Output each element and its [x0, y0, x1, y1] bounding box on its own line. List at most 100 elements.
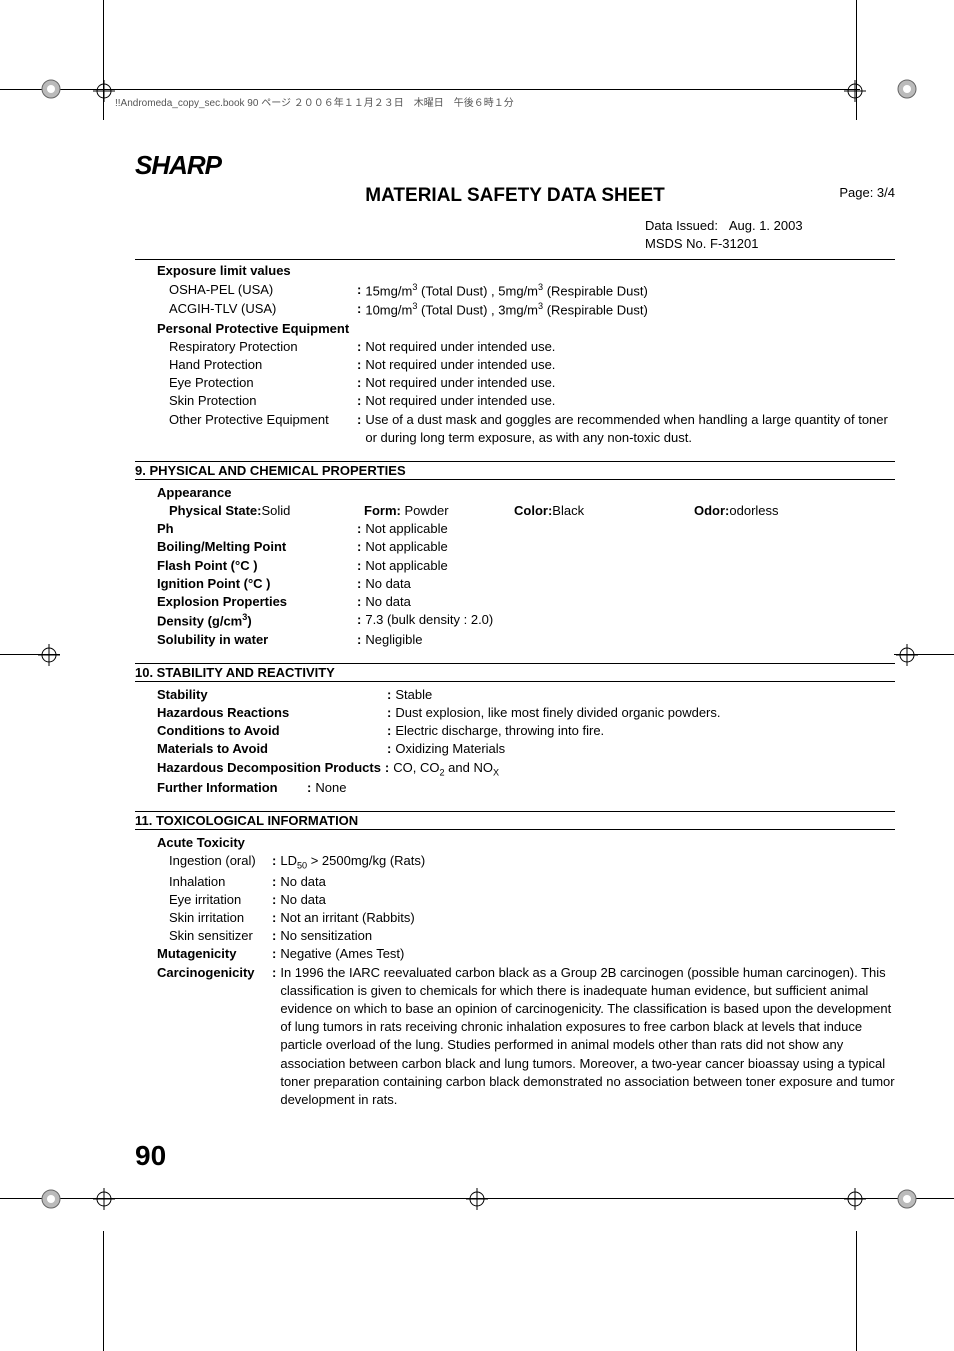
colon: : — [357, 520, 361, 538]
explosion-label: Explosion Properties — [157, 593, 357, 611]
inhalation-label: Inhalation — [157, 873, 272, 891]
muta-label: Mutagenicity — [157, 945, 272, 963]
hazrx-label: Hazardous Reactions — [157, 704, 387, 722]
colon: : — [272, 927, 276, 945]
ingestion-value: LD50 > 2500mg/kg (Rats) — [280, 852, 895, 872]
carc-label: Carcinogenicity — [157, 964, 272, 1110]
exposure-heading-text: Exposure limit values — [157, 262, 357, 280]
decomp-b: and NO — [445, 760, 493, 775]
hand-row: Hand Protection:Not required under inten… — [135, 356, 895, 374]
density-value: 7.3 (bulk density : 2.0) — [365, 611, 895, 631]
ing-b: > 2500mg/kg (Rats) — [307, 853, 425, 868]
ingestion-label: Ingestion (oral) — [157, 852, 272, 872]
colon: : — [387, 686, 391, 704]
ing-a: LD — [280, 853, 297, 868]
resp-label: Respiratory Protection — [157, 338, 357, 356]
further-row: Further Information:None — [135, 779, 895, 797]
skinirr-label: Skin irritation — [157, 909, 272, 927]
document-header: MATERIAL SAFETY DATA SHEET Page: 3/4 — [135, 185, 895, 207]
ingestion-row: Ingestion (oral):LD50 > 2500mg/kg (Rats) — [135, 852, 895, 872]
colon: : — [385, 759, 389, 779]
skinirr-row: Skin irritation:Not an irritant (Rabbits… — [135, 909, 895, 927]
colon: : — [357, 338, 361, 356]
boil-row: Boiling/Melting Point:Not applicable — [135, 538, 895, 556]
ignition-value: No data — [365, 575, 895, 593]
cond-label: Conditions to Avoid — [157, 722, 387, 740]
registration-mark-icon — [40, 1188, 62, 1210]
data-issued-value: Aug. 1. 2003 — [729, 218, 803, 233]
ppe-heading: Personal Protective Equipment — [135, 320, 895, 338]
data-issued-label: Data Issued: — [645, 218, 718, 233]
ps-label: Physical State: — [169, 503, 262, 518]
registration-mark-icon — [896, 644, 918, 666]
appearance-text: Appearance — [157, 484, 231, 502]
hazrx-row: Hazardous Reactions:Dust explosion, like… — [135, 704, 895, 722]
boil-label: Boiling/Melting Point — [157, 538, 357, 556]
registration-mark-icon — [844, 80, 866, 102]
osha-v-a: 15mg/m — [365, 283, 412, 298]
decomp-row: Hazardous Decomposition Products:CO, CO2… — [135, 759, 895, 779]
density-label-a: Density (g/cm — [157, 614, 242, 629]
colon: : — [272, 964, 276, 1110]
eyeirr-value: No data — [280, 891, 895, 909]
colon: : — [357, 557, 361, 575]
further-label: Further Information — [157, 779, 307, 797]
cond-row: Conditions to Avoid:Electric discharge, … — [135, 722, 895, 740]
registration-mark-icon — [896, 78, 918, 100]
registration-mark-icon — [93, 1188, 115, 1210]
eye-value: Not required under intended use. — [365, 374, 895, 392]
solubility-label: Solubility in water — [157, 631, 357, 649]
form: Form: Powder — [364, 502, 514, 520]
divider — [135, 259, 895, 260]
registration-mark-icon — [93, 80, 115, 102]
colon: : — [357, 593, 361, 611]
colon: : — [357, 538, 361, 556]
ps-value: Solid — [262, 503, 291, 518]
crop-line — [103, 1231, 104, 1351]
acute-text: Acute Toxicity — [157, 834, 245, 852]
skin-value: Not required under intended use. — [365, 392, 895, 410]
skinsens-label: Skin sensitizer — [157, 927, 272, 945]
book-source-header: !!Andromeda_copy_sec.book 90 ページ ２００６年１１… — [115, 94, 514, 109]
physical-state: Physical State:Solid — [169, 502, 364, 520]
form-label: Form: — [364, 503, 401, 518]
registration-mark-icon — [38, 644, 60, 666]
colon: : — [387, 722, 391, 740]
resp-row: Respiratory Protection:Not required unde… — [135, 338, 895, 356]
page-indicator: Page: 3/4 — [839, 185, 895, 200]
explosion-value: No data — [365, 593, 895, 611]
page-content: SHARP MATERIAL SAFETY DATA SHEET Page: 3… — [135, 150, 895, 1109]
flash-value: Not applicable — [365, 557, 895, 575]
colon: : — [357, 300, 361, 320]
other-ppe-row: Other Protective Equipment:Use of a dust… — [135, 411, 895, 447]
carc-row: Carcinogenicity:In 1996 the IARC reevalu… — [135, 964, 895, 1110]
appearance-heading: Appearance — [135, 484, 895, 502]
muta-row: Mutagenicity:Negative (Ames Test) — [135, 945, 895, 963]
solubility-value: Negligible — [365, 631, 895, 649]
appearance-values: Physical State:Solid Form: Powder Color:… — [135, 502, 895, 520]
stability-row: Stability:Stable — [135, 686, 895, 704]
acgih-v-c: (Respirable Dust) — [543, 302, 648, 317]
eye-row: Eye Protection:Not required under intend… — [135, 374, 895, 392]
density-label-b: ) — [247, 614, 251, 629]
colon: : — [307, 779, 311, 797]
msds-number: MSDS No. F-31201 — [645, 236, 758, 251]
ph-label: Ph — [157, 520, 357, 538]
cond-value: Electric discharge, throwing into fire. — [395, 722, 895, 740]
other-label: Other Protective Equipment — [157, 411, 357, 447]
colon: : — [357, 392, 361, 410]
stability-label: Stability — [157, 686, 387, 704]
colon: : — [387, 740, 391, 758]
mat-value: Oxidizing Materials — [395, 740, 895, 758]
eye-label: Eye Protection — [157, 374, 357, 392]
muta-value: Negative (Ames Test) — [280, 945, 895, 963]
ph-row: Ph:Not applicable — [135, 520, 895, 538]
osha-label: OSHA-PEL (USA) — [157, 281, 357, 301]
colon: : — [357, 281, 361, 301]
colon: : — [357, 411, 361, 447]
skin-row: Skin Protection:Not required under inten… — [135, 392, 895, 410]
ph-value: Not applicable — [365, 520, 895, 538]
inhalation-value: No data — [280, 873, 895, 891]
registration-mark-icon — [466, 1188, 488, 1210]
document-title: MATERIAL SAFETY DATA SHEET — [135, 185, 895, 207]
